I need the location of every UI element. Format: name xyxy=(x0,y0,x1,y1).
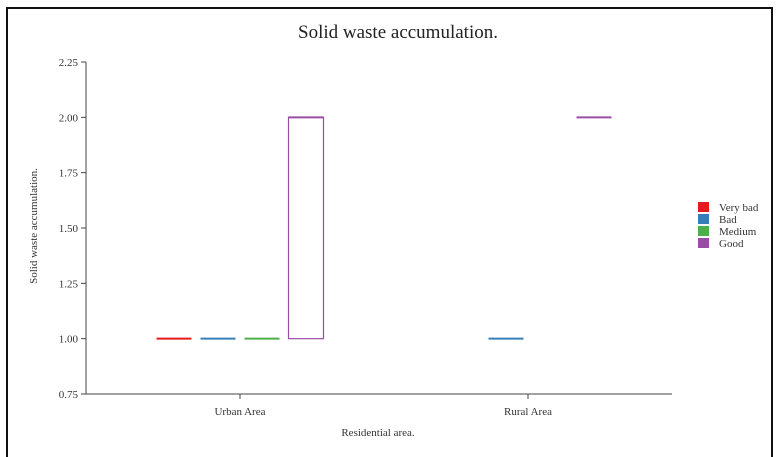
y-tick-label: 1.50 xyxy=(59,223,79,235)
legend-label: Bad xyxy=(719,214,737,226)
legend-swatch xyxy=(698,202,709,212)
box-marks xyxy=(157,117,612,338)
legend-label: Very bad xyxy=(719,202,759,214)
x-tick-label: Urban Area xyxy=(214,406,265,418)
y-axis-label: Solid waste accumulation. xyxy=(28,168,40,284)
legend-swatch xyxy=(698,214,709,224)
chart-title: Solid waste accumulation. xyxy=(298,22,498,43)
y-tick-label: 0.75 xyxy=(59,389,79,401)
legend-label: Good xyxy=(719,238,744,250)
y-tick-label: 1.25 xyxy=(59,278,79,290)
axes: 0.75 1.00 1.25 1.50 1.75 2.00 2.25 Urban Area Ru… xyxy=(59,57,672,418)
x-tick-label: Rural Area xyxy=(504,406,552,418)
legend-swatch xyxy=(698,238,709,248)
y-tick-label: 2.25 xyxy=(59,57,79,69)
y-tick-label: 2.00 xyxy=(59,112,79,124)
x-axis-label: Residential area. xyxy=(341,427,415,439)
legend-swatch xyxy=(698,226,709,236)
box-mark xyxy=(289,117,324,338)
y-tick-label: 1.75 xyxy=(59,168,79,180)
legend-label: Medium xyxy=(719,226,757,238)
y-tick-label: 1.00 xyxy=(59,334,79,346)
